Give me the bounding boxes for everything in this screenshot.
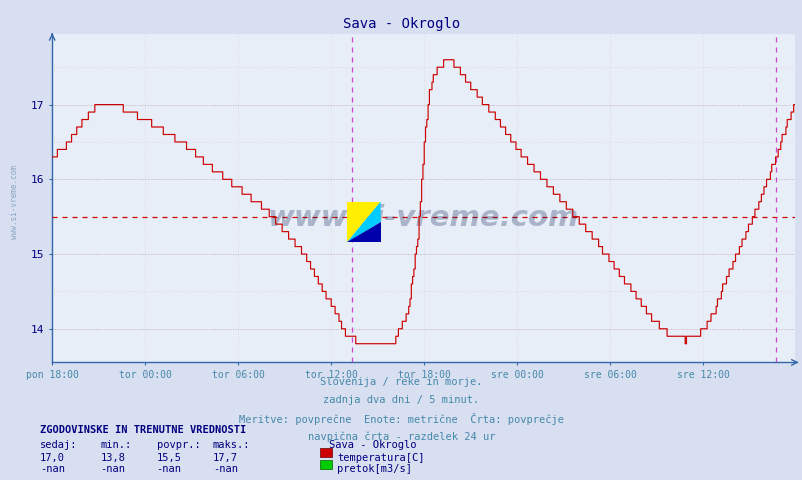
Text: zadnja dva dni / 5 minut.: zadnja dva dni / 5 minut.: [323, 395, 479, 405]
Text: -nan: -nan: [40, 464, 65, 474]
Text: temperatura[C]: temperatura[C]: [337, 453, 424, 463]
Text: 17,7: 17,7: [213, 453, 237, 463]
Polygon shape: [346, 202, 380, 242]
Text: sedaj:: sedaj:: [40, 440, 78, 450]
Text: Sava - Okroglo: Sava - Okroglo: [342, 17, 460, 31]
Text: Sava - Okroglo: Sava - Okroglo: [329, 440, 416, 450]
Polygon shape: [346, 222, 380, 242]
Text: navpična črta - razdelek 24 ur: navpična črta - razdelek 24 ur: [307, 432, 495, 442]
Text: -nan: -nan: [213, 464, 237, 474]
Text: Meritve: povprečne  Enote: metrične  Črta: povprečje: Meritve: povprečne Enote: metrične Črta:…: [239, 413, 563, 425]
Text: maks.:: maks.:: [213, 440, 250, 450]
Text: 17,0: 17,0: [40, 453, 65, 463]
Text: min.:: min.:: [100, 440, 132, 450]
Text: pretok[m3/s]: pretok[m3/s]: [337, 464, 411, 474]
Text: 13,8: 13,8: [100, 453, 125, 463]
Text: 15,5: 15,5: [156, 453, 181, 463]
Text: -nan: -nan: [100, 464, 125, 474]
Text: www.si-vreme.com: www.si-vreme.com: [268, 204, 578, 232]
Text: Slovenija / reke in morje.: Slovenija / reke in morje.: [320, 377, 482, 387]
Polygon shape: [346, 202, 380, 242]
Text: -nan: -nan: [156, 464, 181, 474]
Text: povpr.:: povpr.:: [156, 440, 200, 450]
Text: ZGODOVINSKE IN TRENUTNE VREDNOSTI: ZGODOVINSKE IN TRENUTNE VREDNOSTI: [40, 425, 246, 435]
Text: www.si-vreme.com: www.si-vreme.com: [10, 165, 19, 239]
